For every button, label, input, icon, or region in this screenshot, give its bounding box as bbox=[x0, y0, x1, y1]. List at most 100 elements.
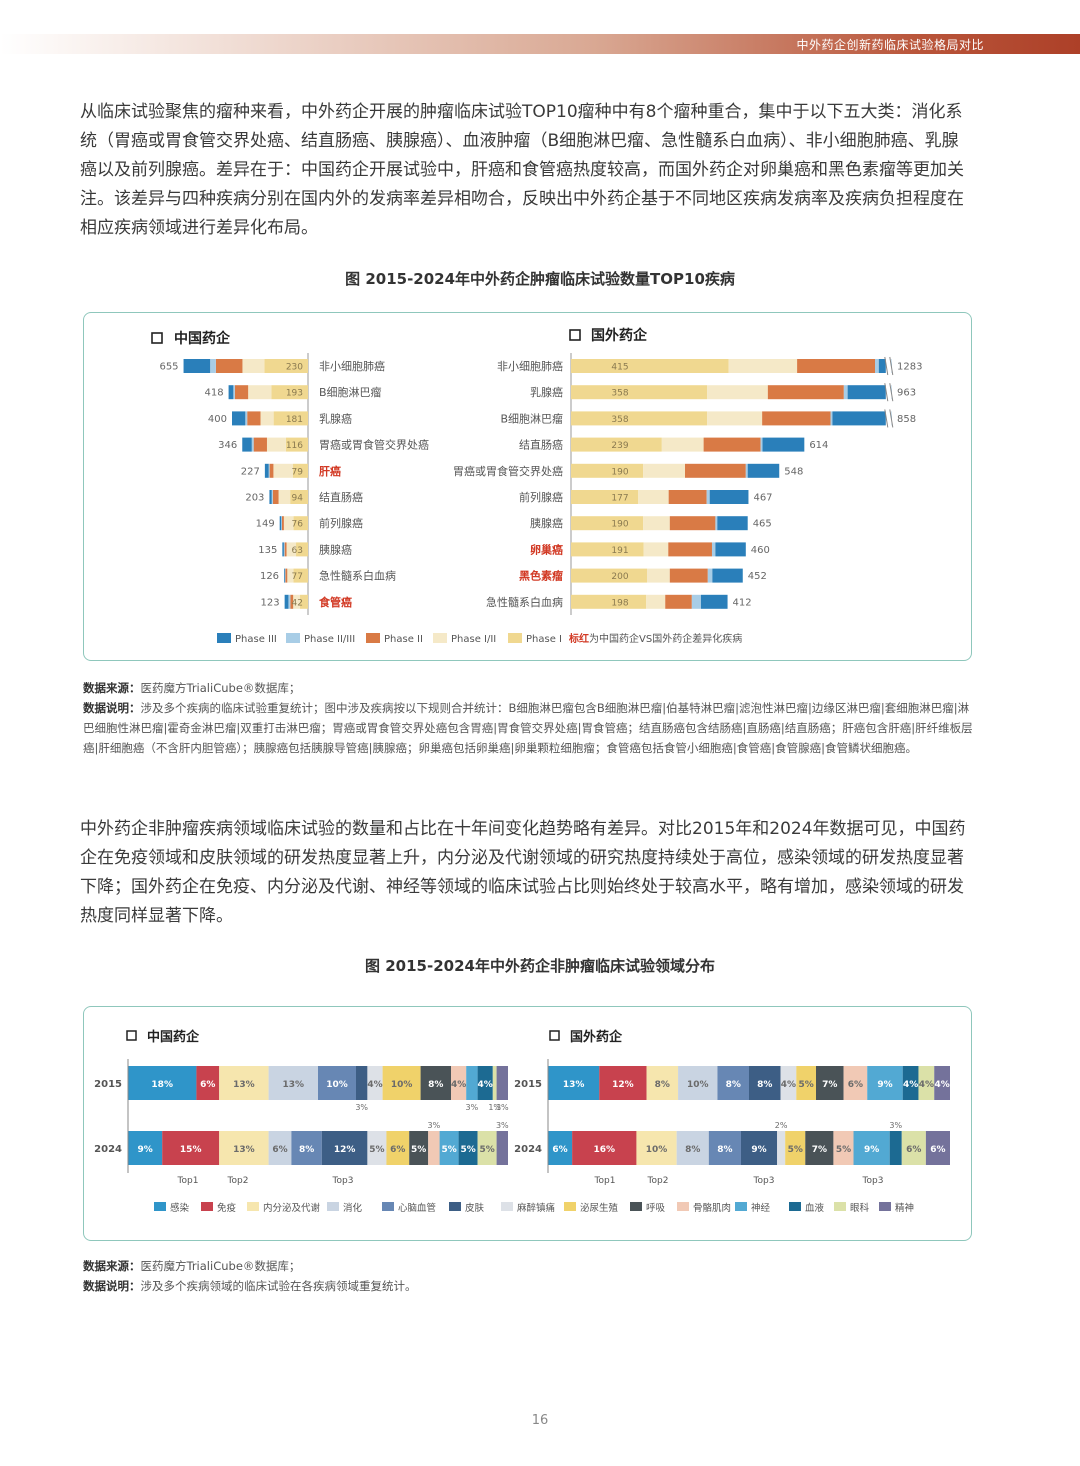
cn-bar-segment bbox=[248, 385, 272, 400]
intl-phase1-label: 190 bbox=[611, 520, 628, 530]
cn-bar-segment bbox=[264, 359, 308, 373]
intl-category-label: 黑色素瘤 bbox=[519, 569, 563, 583]
cn-bar-segment bbox=[281, 516, 282, 531]
area-percent-label: 4% bbox=[367, 1080, 382, 1090]
area-percent-label: 9% bbox=[877, 1080, 892, 1090]
intl-category-label: 乳腺癌 bbox=[530, 385, 563, 399]
area-segment bbox=[599, 1066, 647, 1100]
area-percent-label: 9% bbox=[751, 1145, 766, 1155]
area-percent-label: 10% bbox=[326, 1080, 348, 1090]
area-segment bbox=[889, 1131, 902, 1165]
area-percent-label: 8% bbox=[757, 1080, 772, 1090]
legend-label: Phase II/III bbox=[304, 634, 355, 645]
area-percent-label: 6% bbox=[848, 1080, 863, 1090]
cn-bar-segment bbox=[293, 594, 301, 609]
cn-bar-segment bbox=[284, 594, 289, 609]
cn-total-label: 123 bbox=[261, 597, 280, 608]
area-percent-label: 5% bbox=[788, 1145, 803, 1155]
paragraph-2: 中外药企非肿瘤疾病领域临床试验的数量和占比在十年间变化趋势略有差异。对比2015… bbox=[80, 819, 966, 926]
area-percent-label: 9% bbox=[864, 1145, 879, 1155]
top-rank-label: Top1 bbox=[177, 1176, 199, 1186]
page-number: 16 bbox=[531, 1413, 549, 1428]
intl-bar-segment bbox=[571, 516, 644, 531]
intl-total-label: 548 bbox=[784, 466, 803, 477]
cn-bar-segment bbox=[285, 437, 308, 452]
area-segment bbox=[548, 1066, 600, 1100]
cn-bar-segment bbox=[247, 411, 261, 426]
figure2-notes: 数据来源：医药魔方TrialiCube®数据库； 数据说明：涉及多个疾病领域的临… bbox=[83, 1256, 978, 1296]
cn-bar-segment bbox=[271, 490, 273, 504]
legend-swatch bbox=[247, 1202, 259, 1211]
area-segment bbox=[708, 1131, 741, 1165]
intl-bar-segment bbox=[643, 463, 685, 478]
axis-break-line bbox=[884, 409, 889, 428]
area-percent-label: 8% bbox=[428, 1080, 443, 1090]
legend-swatch bbox=[789, 1202, 801, 1211]
cn-total-label: 346 bbox=[218, 440, 237, 451]
intl-bar-segment bbox=[797, 359, 875, 373]
intl-phase1-label: 239 bbox=[611, 441, 628, 451]
area-percent-label: 6% bbox=[906, 1145, 921, 1155]
top-rank-label: Top3 bbox=[332, 1176, 354, 1186]
cn-total-label: 655 bbox=[159, 362, 178, 373]
intl-phase1-label: 415 bbox=[611, 363, 628, 373]
right-title-box bbox=[569, 329, 581, 341]
legend-swatch bbox=[879, 1202, 891, 1211]
intl-bar-segment bbox=[571, 490, 639, 504]
cn-phase1-label: 181 bbox=[286, 415, 303, 425]
cn-bar-segment bbox=[293, 516, 308, 531]
figure2-title: 图 2015-2024年中外药企非肿瘤临床试验领域分布 bbox=[365, 957, 715, 975]
area-percent-label: 6% bbox=[552, 1145, 567, 1155]
cn-phase1-label: 79 bbox=[292, 467, 304, 477]
area-segment bbox=[128, 1066, 197, 1100]
area-segment bbox=[796, 1066, 816, 1100]
intl-phase1-label: 200 bbox=[611, 572, 628, 582]
intl-bar-segment bbox=[762, 411, 831, 426]
cn-bar-segment bbox=[233, 385, 235, 400]
area-segment bbox=[420, 1066, 451, 1100]
legend-label: 精神 bbox=[895, 1202, 914, 1214]
intl-bar-segment bbox=[707, 385, 768, 400]
intl-total-label: 452 bbox=[748, 571, 767, 582]
intl-bar-segment bbox=[691, 594, 701, 609]
intl-bar-segment bbox=[832, 411, 892, 426]
area-percent-label: 15% bbox=[180, 1145, 202, 1155]
intl-bar-segment bbox=[715, 516, 718, 531]
area-percent-label: 10% bbox=[646, 1145, 668, 1155]
legend-swatch bbox=[217, 633, 231, 643]
intl-bar-segment bbox=[646, 594, 666, 609]
cn-bar-segment bbox=[290, 490, 308, 504]
top-rank-label: Top1 bbox=[594, 1176, 616, 1186]
figure1-notes: 数据来源：医药魔方TrialiCube®数据库； 数据说明：涉及多个疾病的临床试… bbox=[83, 678, 978, 758]
left-title-box bbox=[151, 332, 163, 344]
area-segment bbox=[925, 1131, 950, 1165]
intl-bar-segment bbox=[706, 490, 710, 504]
intl-bar-segment bbox=[875, 359, 879, 373]
cn-bar-segment bbox=[300, 594, 308, 609]
legend-swatch bbox=[327, 1202, 339, 1211]
cn-bar-segment bbox=[242, 437, 252, 452]
intl-category-label: 结直肠癌 bbox=[519, 438, 563, 452]
cn-category-label: 胰腺癌 bbox=[319, 542, 352, 556]
area-percent-label: 3% bbox=[496, 1121, 509, 1130]
area-segment bbox=[219, 1131, 269, 1165]
area-segment bbox=[934, 1066, 950, 1100]
area-segment bbox=[318, 1066, 356, 1100]
cn-bar-segment bbox=[260, 411, 274, 426]
cn-phase1-label: 230 bbox=[286, 363, 303, 373]
cn-bar-segment bbox=[234, 385, 249, 400]
area-segment bbox=[816, 1066, 844, 1100]
area-segment bbox=[428, 1131, 440, 1165]
cn-bar-segment bbox=[282, 542, 284, 557]
cn-bar-segment bbox=[284, 568, 285, 583]
cn-total-label: 135 bbox=[258, 545, 277, 556]
axis-break bbox=[885, 409, 892, 428]
area-segment bbox=[367, 1131, 387, 1165]
legend-label: 骨骼肌肉 bbox=[693, 1202, 731, 1214]
area-percent-label: 1% bbox=[488, 1103, 501, 1112]
header-title: 中外药企创新药临床试验格局对比 bbox=[796, 38, 984, 52]
area-segment bbox=[548, 1131, 573, 1165]
cn-bar-segment bbox=[242, 359, 265, 373]
cn-bar-segment bbox=[210, 359, 216, 373]
axis-break-line bbox=[889, 356, 894, 376]
